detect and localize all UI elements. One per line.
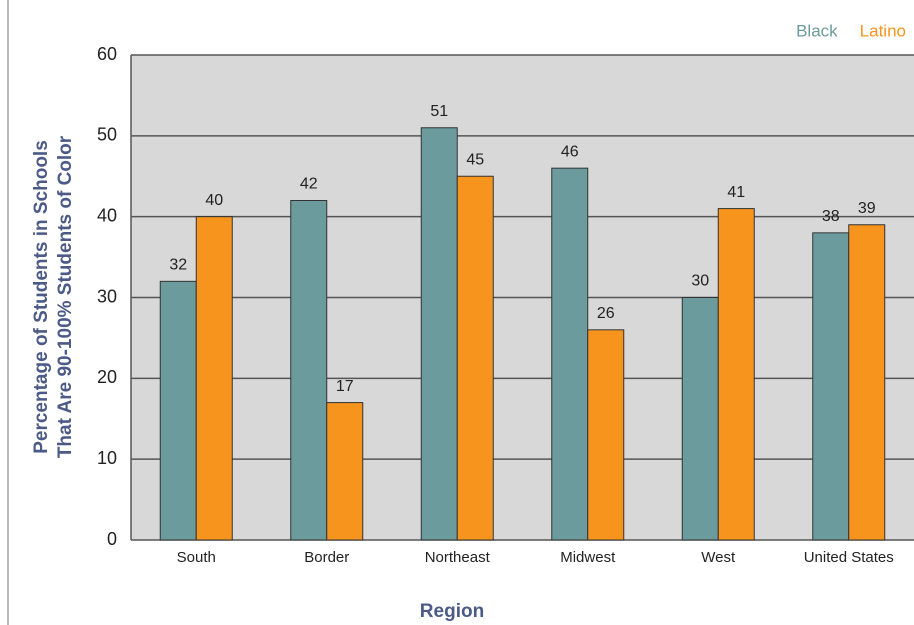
y-axis-title: Percentage of Students in Schools	[31, 140, 52, 454]
x-tick-label: Northeast	[425, 549, 491, 566]
y-tick-label: 0	[107, 529, 117, 549]
y-tick-label: 20	[97, 367, 117, 387]
bar	[551, 167, 589, 541]
y-tick-label: 50	[97, 125, 117, 145]
value-label: 46	[561, 143, 579, 160]
y-axis-title: That Are 90-100% Students of Color	[55, 135, 76, 458]
value-label: 51	[430, 103, 448, 120]
value-label: 40	[205, 192, 223, 209]
bar	[326, 402, 364, 541]
x-tick-label: South	[177, 549, 216, 566]
bar	[195, 216, 233, 541]
bar	[420, 127, 458, 541]
value-label: 41	[727, 184, 745, 201]
value-label: 30	[691, 273, 709, 290]
bar	[587, 329, 625, 541]
value-label: 38	[822, 208, 840, 225]
bar	[456, 175, 494, 541]
x-axis-title: Region	[420, 601, 484, 622]
y-tick-label: 10	[97, 448, 117, 468]
bar	[812, 232, 850, 541]
value-label: 42	[300, 176, 318, 193]
value-label: 45	[466, 151, 484, 168]
value-label: 39	[858, 200, 876, 217]
legend-label: Latino	[860, 21, 906, 40]
value-label: 32	[169, 257, 187, 274]
y-tick-label: 30	[97, 286, 117, 306]
bar	[717, 208, 755, 541]
value-label: 17	[336, 378, 354, 395]
bar	[290, 200, 328, 541]
x-tick-label: United States	[804, 549, 894, 566]
bar	[681, 297, 719, 541]
x-tick-label: West	[701, 549, 736, 566]
legend-label: Black	[796, 21, 838, 40]
x-tick-label: Midwest	[560, 549, 616, 566]
bar	[848, 224, 886, 541]
bar	[159, 280, 197, 541]
value-label: 26	[597, 305, 615, 322]
y-tick-label: 40	[97, 205, 117, 225]
x-tick-label: Border	[304, 549, 349, 566]
y-tick-label: 60	[97, 44, 117, 64]
